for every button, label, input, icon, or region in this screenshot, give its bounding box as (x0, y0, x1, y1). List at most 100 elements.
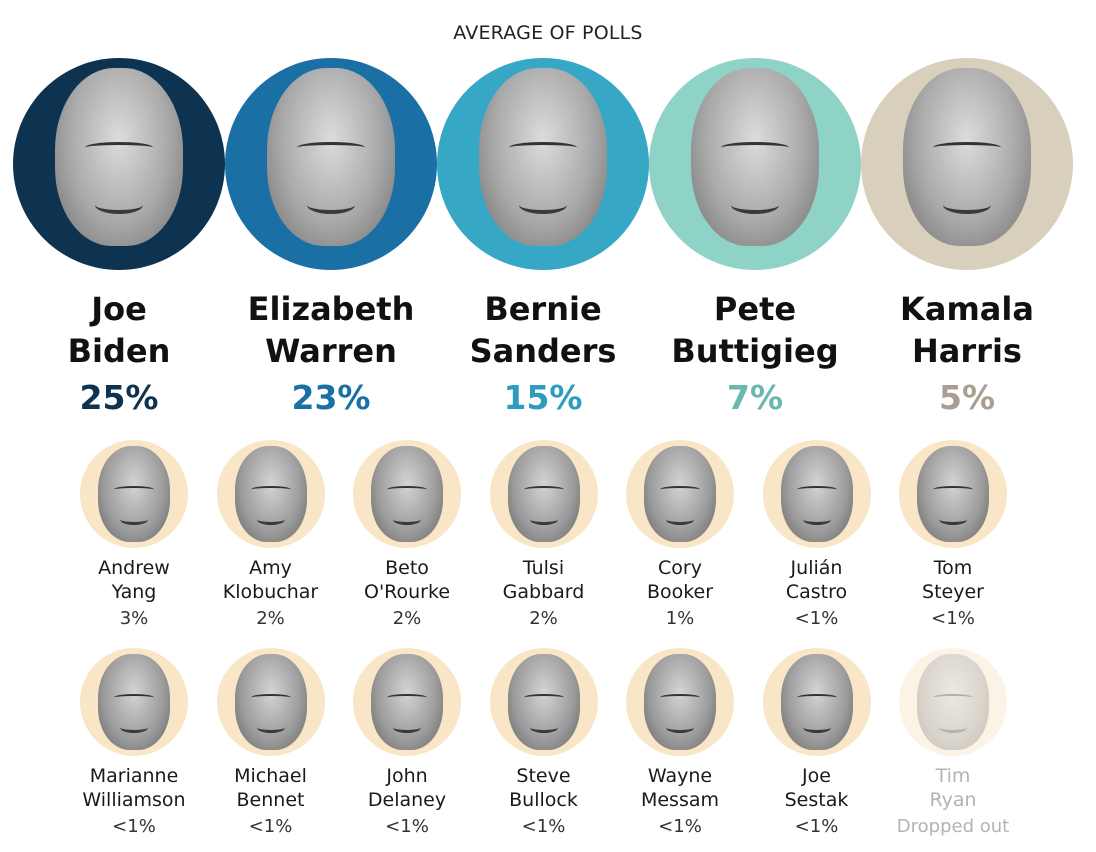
leader-first-name: Bernie (484, 290, 602, 328)
candidate-card: Wayne Messam <1% (612, 648, 748, 837)
candidate-first-name: Andrew (98, 557, 170, 579)
candidate-percent: <1% (794, 816, 839, 837)
candidate-portrait (489, 440, 598, 548)
candidate-card: Marianne Williamson <1% (66, 648, 202, 837)
candidate-percent: <1% (521, 816, 566, 837)
candidate-name: Tim Ryan (885, 764, 1021, 812)
candidate-card: Michael Bennet <1% (203, 648, 339, 837)
portrait-icon (98, 446, 170, 542)
candidate-card: Joe Sestak <1% (749, 648, 885, 837)
portrait-icon (234, 446, 307, 542)
portrait-icon (780, 654, 853, 750)
leader-portrait (861, 58, 1073, 270)
candidate-name: Julián Castro (749, 556, 885, 604)
candidate-last-name: Delaney (367, 789, 447, 811)
candidate-last-name: Bennet (236, 789, 305, 811)
candidate-card: Amy Klobuchar 2% (203, 440, 339, 629)
leader-first-name: Joe (91, 290, 147, 328)
candidate-percent: <1% (794, 608, 839, 629)
leader-portrait (437, 58, 649, 270)
portrait-icon (507, 654, 580, 750)
candidate-portrait (353, 440, 461, 548)
candidate-first-name: Marianne (89, 765, 179, 787)
candidate-card: Julián Castro <1% (749, 440, 885, 629)
leader-last-name: Sanders (469, 332, 617, 370)
candidate-name: Steve Bullock (476, 764, 612, 812)
leader-portrait (13, 58, 225, 270)
leader-percent: 7% (726, 378, 784, 417)
leader-name: Pete Buttigieg (648, 288, 862, 372)
portrait-icon (691, 68, 819, 246)
leader-card: Kamala Harris 5% (860, 58, 1074, 417)
portrait-icon (903, 68, 1031, 246)
candidate-portrait (80, 648, 188, 756)
candidate-name: Marianne Williamson (66, 764, 202, 812)
candidate-last-name: Bullock (509, 789, 578, 811)
candidate-first-name: Julián (790, 557, 843, 579)
candidate-name: Tom Steyer (885, 556, 1021, 604)
candidate-first-name: Beto (385, 557, 429, 579)
candidate-last-name: Booker (646, 581, 714, 603)
candidate-last-name: Sestak (784, 789, 849, 811)
candidate-name: Amy Klobuchar (203, 556, 339, 604)
candidate-portrait (216, 440, 325, 548)
leader-portrait (649, 58, 861, 270)
candidate-percent: <1% (385, 816, 429, 837)
candidate-percent: 2% (392, 608, 422, 629)
candidate-card: John Delaney <1% (339, 648, 475, 837)
leader-last-name: Biden (67, 332, 171, 370)
candidate-portrait (762, 440, 871, 548)
candidate-portrait (353, 648, 461, 756)
chart-title: AVERAGE OF POLLS (453, 22, 643, 44)
candidate-name: Joe Sestak (749, 764, 885, 812)
candidate-portrait (80, 440, 188, 548)
candidate-name: Beto O'Rourke (339, 556, 475, 604)
leader-portrait (225, 58, 437, 270)
candidate-last-name: Messam (640, 789, 720, 811)
candidate-portrait (626, 648, 734, 756)
leader-last-name: Buttigieg (671, 332, 839, 370)
candidate-name: Cory Booker (612, 556, 748, 604)
candidate-name: Tulsi Gabbard (476, 556, 612, 604)
leader-first-name: Kamala (900, 290, 1034, 328)
candidate-first-name: Cory (658, 557, 702, 579)
leader-percent: 5% (938, 378, 996, 417)
candidate-card: Cory Booker 1% (612, 440, 748, 629)
candidate-last-name: Castro (785, 581, 848, 603)
candidate-card: Tom Steyer <1% (885, 440, 1021, 629)
candidate-first-name: Wayne (647, 765, 713, 787)
candidate-first-name: Amy (249, 557, 292, 579)
portrait-icon (234, 654, 307, 750)
candidate-last-name: Gabbard (502, 581, 585, 603)
candidate-first-name: John (386, 765, 428, 787)
candidate-card: Steve Bullock <1% (476, 648, 612, 837)
portrait-icon (267, 68, 395, 246)
candidate-card: Tim Ryan Dropped out (885, 648, 1021, 837)
leader-percent: 23% (291, 378, 371, 417)
candidate-portrait (899, 648, 1007, 756)
leader-first-name: Pete (713, 290, 797, 328)
candidate-card: Beto O'Rourke 2% (339, 440, 475, 629)
leader-card: Pete Buttigieg 7% (648, 58, 862, 417)
portrait-icon (917, 446, 989, 542)
leader-name: Bernie Sanders (436, 288, 650, 372)
candidate-first-name: Joe (802, 765, 831, 787)
candidate-percent: <1% (112, 816, 156, 837)
candidate-portrait (626, 440, 734, 548)
candidate-name: John Delaney (339, 764, 475, 812)
portrait-icon (644, 654, 716, 750)
portrait-icon (507, 446, 580, 542)
candidate-percent: <1% (248, 816, 293, 837)
leader-name: Joe Biden (12, 288, 226, 372)
candidate-card: Andrew Yang 3% (66, 440, 202, 629)
candidate-percent: 1% (665, 608, 695, 629)
candidate-last-name: Steyer (922, 581, 984, 603)
candidate-percent: 2% (529, 608, 558, 629)
leader-card: Joe Biden 25% (12, 58, 226, 417)
candidate-card: Tulsi Gabbard 2% (476, 440, 612, 629)
candidate-first-name: Tom (933, 557, 973, 579)
portrait-icon (917, 654, 989, 750)
leader-last-name: Harris (912, 332, 1022, 370)
leader-name: Kamala Harris (860, 288, 1074, 372)
portrait-icon (644, 446, 716, 542)
